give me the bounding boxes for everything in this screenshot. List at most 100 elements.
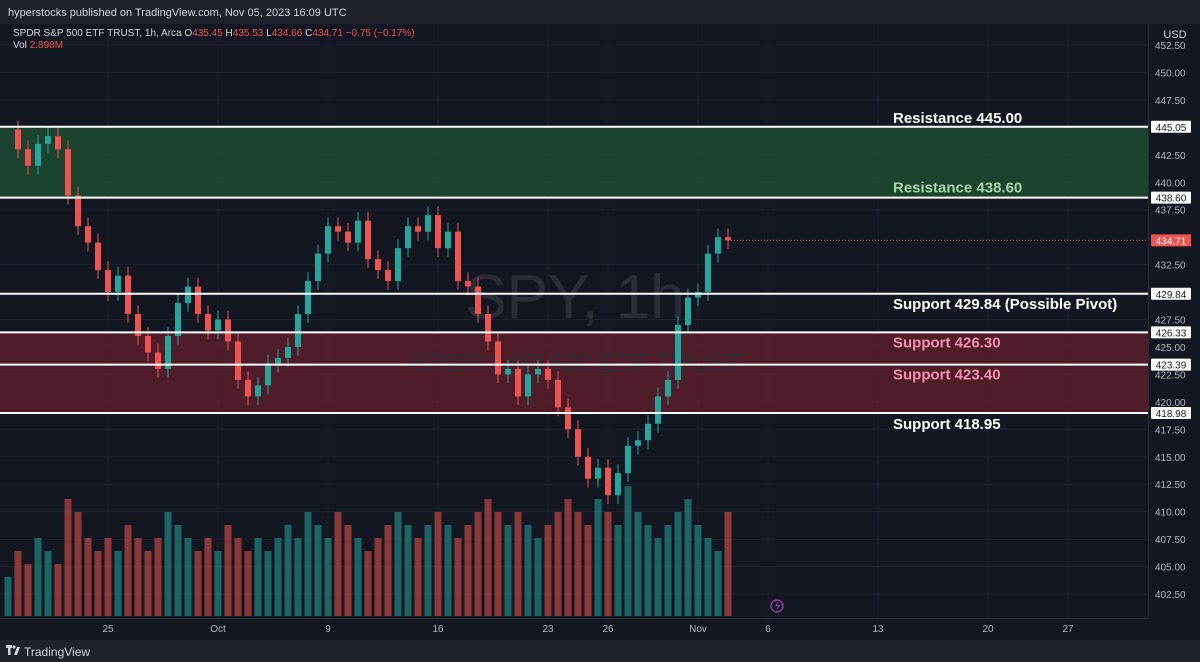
- y-tick-label: 402.50: [1155, 590, 1186, 601]
- candle-body: [315, 253, 321, 282]
- volume-bar: [384, 525, 392, 616]
- candle-body: [265, 363, 271, 386]
- candle-body: [345, 231, 351, 243]
- candle-body: [15, 129, 21, 150]
- candle-body: [385, 270, 391, 282]
- y-tick-label: 407.50: [1155, 535, 1186, 546]
- candle-body: [655, 396, 661, 424]
- volume-bar: [624, 486, 632, 616]
- volume-bar: [534, 538, 542, 616]
- resistance-zone: [0, 126, 1148, 198]
- volume-bar: [254, 538, 262, 616]
- candle-body: [175, 303, 181, 336]
- currency-label[interactable]: USD: [1163, 29, 1187, 41]
- candle-body: [225, 319, 231, 342]
- candle-body: [595, 467, 601, 479]
- candle-body: [95, 242, 101, 271]
- level-tag-label: 418.98: [1156, 409, 1187, 420]
- candle-body: [525, 374, 531, 397]
- watermark-ticker: SPY, 1h: [465, 263, 684, 332]
- candle-body: [365, 220, 371, 260]
- volume-bar: [724, 512, 732, 616]
- high-label: H: [225, 28, 233, 39]
- x-tick-label: 6: [765, 624, 771, 635]
- close-value: 434.71: [312, 28, 343, 39]
- tradingview-logo-icon: [6, 645, 20, 655]
- y-tick-label: 412.50: [1155, 480, 1186, 491]
- candle-body: [195, 286, 201, 315]
- x-tick-label: 27: [1062, 624, 1074, 635]
- volume-bar: [444, 525, 452, 616]
- volume-bar: [184, 538, 192, 616]
- y-tick-label: 420.00: [1155, 398, 1186, 409]
- candle-body: [145, 335, 151, 353]
- volume-bar: [634, 512, 642, 616]
- y-tick-label: 432.50: [1155, 261, 1186, 272]
- candle-body: [165, 335, 171, 369]
- x-tick-label: 20: [982, 624, 994, 635]
- candle-body: [445, 231, 451, 249]
- level-tag-label: 445.05: [1156, 123, 1187, 134]
- last-price-tag: [1151, 234, 1191, 247]
- x-tick-label: 26: [602, 624, 614, 635]
- candle-body: [515, 368, 521, 397]
- change-value: −0.75 (−0.17%): [345, 28, 415, 39]
- volume-bar: [284, 525, 292, 616]
- volume-bar: [394, 512, 402, 616]
- volume-bar: [704, 538, 712, 616]
- candle-body: [45, 136, 51, 144]
- volume-bar: [544, 525, 552, 616]
- level-tag-label: 423.39: [1156, 361, 1187, 372]
- volume-bar: [344, 525, 352, 616]
- candle-body: [585, 456, 591, 479]
- y-tick-label: 437.50: [1155, 206, 1186, 217]
- candle-body: [415, 226, 421, 232]
- candle-body: [405, 226, 411, 249]
- volume-bar: [84, 538, 92, 616]
- volume-bar: [644, 525, 652, 616]
- volume-bar: [514, 512, 522, 616]
- watermark-name: SPDR S&P 500 ETF TRUST: [409, 348, 740, 378]
- volume-bar: [134, 538, 142, 616]
- volume-bar: [264, 551, 272, 616]
- publisher-bar: hyperstocks published on TradingView.com…: [0, 0, 1200, 24]
- y-tick-label: 425.00: [1155, 343, 1186, 354]
- volume-bar: [314, 525, 322, 616]
- candle-body: [295, 314, 301, 347]
- y-tick-label: 405.00: [1155, 563, 1186, 574]
- candle-body: [575, 429, 581, 457]
- y-tick-label: 452.50: [1155, 41, 1186, 52]
- candle-body: [335, 226, 341, 232]
- candle-body: [355, 220, 361, 243]
- candle-body: [715, 237, 721, 254]
- volume-bar: [404, 525, 412, 616]
- publisher-text: hyperstocks published on TradingView.com…: [8, 7, 347, 19]
- volume-bar: [144, 551, 152, 616]
- volume-bar: [574, 512, 582, 616]
- volume-bar: [684, 499, 692, 616]
- candle-body: [565, 407, 571, 430]
- candle-body: [105, 270, 111, 293]
- candle-body: [115, 275, 121, 293]
- y-tick-label: 440.00: [1155, 178, 1186, 189]
- volume-label: Vol: [13, 40, 27, 51]
- volume-bar: [94, 551, 102, 616]
- candle-body: [305, 281, 311, 315]
- volume-bar: [14, 551, 22, 616]
- price-chart[interactable]: SPY, 1h SPDR S&P 500 ETF TRUST Resistance …: [0, 24, 1200, 640]
- volume-bar: [154, 538, 162, 616]
- volume-bar: [614, 525, 622, 616]
- level-tag: [1151, 120, 1191, 133]
- y-tick-label: 450.00: [1155, 68, 1186, 79]
- x-tick-label: 16: [432, 624, 444, 635]
- candle-body: [275, 357, 281, 364]
- x-tick-label: 23: [542, 624, 554, 635]
- volume-bar: [194, 551, 202, 616]
- x-tick-label: 9: [325, 624, 331, 635]
- candle-body: [375, 259, 381, 271]
- candle-body: [435, 215, 441, 249]
- y-tick-label: 447.50: [1155, 96, 1186, 107]
- level-annotation: Support 418.95: [893, 416, 1001, 433]
- volume-bar: [564, 499, 572, 616]
- low-label: L: [266, 28, 272, 39]
